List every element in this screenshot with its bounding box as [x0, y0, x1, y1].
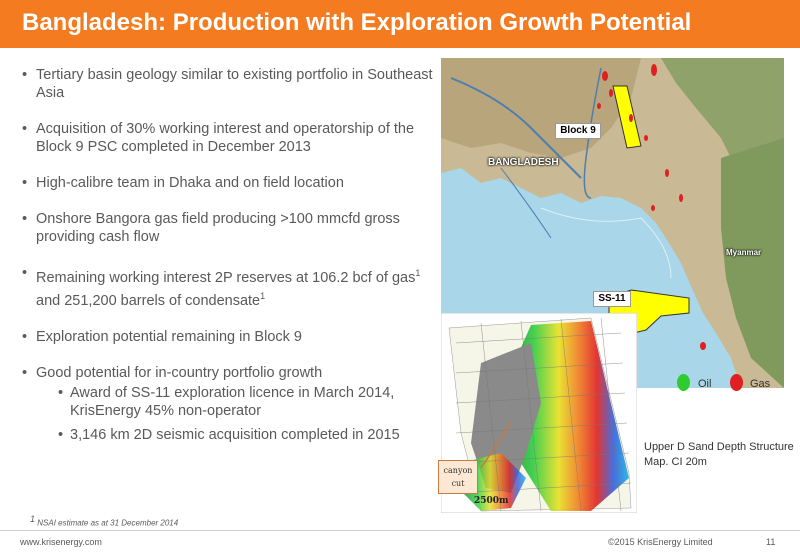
canyon-label-line1: canyon	[443, 466, 473, 475]
page-title: Bangladesh: Production with Exploration …	[22, 9, 692, 36]
footnote-text: NSAI estimate as at 31 December 2014	[35, 518, 179, 528]
neighbor-label: Myanmar	[726, 248, 762, 257]
bullet-item: Acquisition of 30% working interest and …	[22, 120, 442, 156]
bullet-text: High-calibre team in Dhaka and on field …	[36, 175, 344, 191]
bullet-item: Onshore Bangora gas field producing >100…	[22, 210, 442, 246]
block9-label: Block 9	[555, 123, 601, 139]
bullet-item: Remaining working interest 2P reserves a…	[22, 264, 442, 310]
bullet-item: Good potential for in-country portfolio …	[22, 364, 442, 444]
title-bar: Bangladesh: Production with Exploration …	[0, 0, 800, 48]
page-number: 11	[766, 537, 776, 547]
ss11-label: SS-11	[593, 291, 631, 307]
sub-bullet-text: 3,146 km 2D seismic acquisition complete…	[70, 426, 400, 443]
footer-url: www.krisenergy.com	[20, 537, 102, 547]
sub-bullet-item: 3,146 km 2D seismic acquisition complete…	[36, 426, 442, 444]
map-caption: Upper D Sand Depth Structure Map. CI 20m	[644, 441, 794, 468]
sub-bullet-item: Award of SS-11 exploration licence in Ma…	[36, 384, 442, 420]
bullet-text: Tertiary basin geology similar to existi…	[36, 67, 433, 101]
bullet-text: Onshore Bangora gas field producing >100…	[36, 211, 400, 245]
oil-legend-label: Oil	[698, 378, 712, 390]
scale-label: 2500m	[474, 496, 509, 506]
bullet-item: Exploration potential remaining in Block…	[22, 328, 442, 346]
footer-copyright: ©2015 KrisEnergy Limited	[608, 537, 713, 547]
footnote-marker: 1	[30, 514, 36, 524]
sub-bullet-list: Award of SS-11 exploration licence in Ma…	[36, 384, 442, 444]
bullet-text: and 251,200 barrels of condensate	[36, 292, 261, 309]
canyon-label-line2: cut	[451, 479, 465, 488]
gas-legend-label: Gas	[750, 378, 771, 390]
bullet-text: Remaining working interest 2P reserves a…	[36, 269, 416, 286]
gas-drop-icon	[730, 374, 743, 391]
seismic-depth-map	[441, 313, 637, 513]
footnote: 1 NSAI estimate as at 31 December 2014	[30, 514, 178, 528]
bullet-text: Acquisition of 30% working interest and …	[36, 121, 415, 155]
bullet-item: High-calibre team in Dhaka and on field …	[22, 174, 442, 192]
bullet-list: Tertiary basin geology similar to existi…	[22, 66, 442, 462]
bullet-text: Exploration potential remaining in Block…	[36, 328, 302, 345]
footnote-ref: 1	[260, 290, 266, 301]
canyon-callout: canyon cut	[438, 460, 478, 494]
sub-bullet-text: Award of SS-11 exploration licence in Ma…	[70, 384, 395, 419]
bullet-text: Good potential for in-country portfolio …	[36, 364, 323, 381]
oil-drop-icon	[677, 374, 690, 391]
bullet-item: Tertiary basin geology similar to existi…	[22, 66, 442, 102]
footer-divider	[0, 530, 800, 531]
country-label: BANGLADESH	[488, 157, 559, 168]
footnote-ref: 1	[415, 268, 421, 278]
